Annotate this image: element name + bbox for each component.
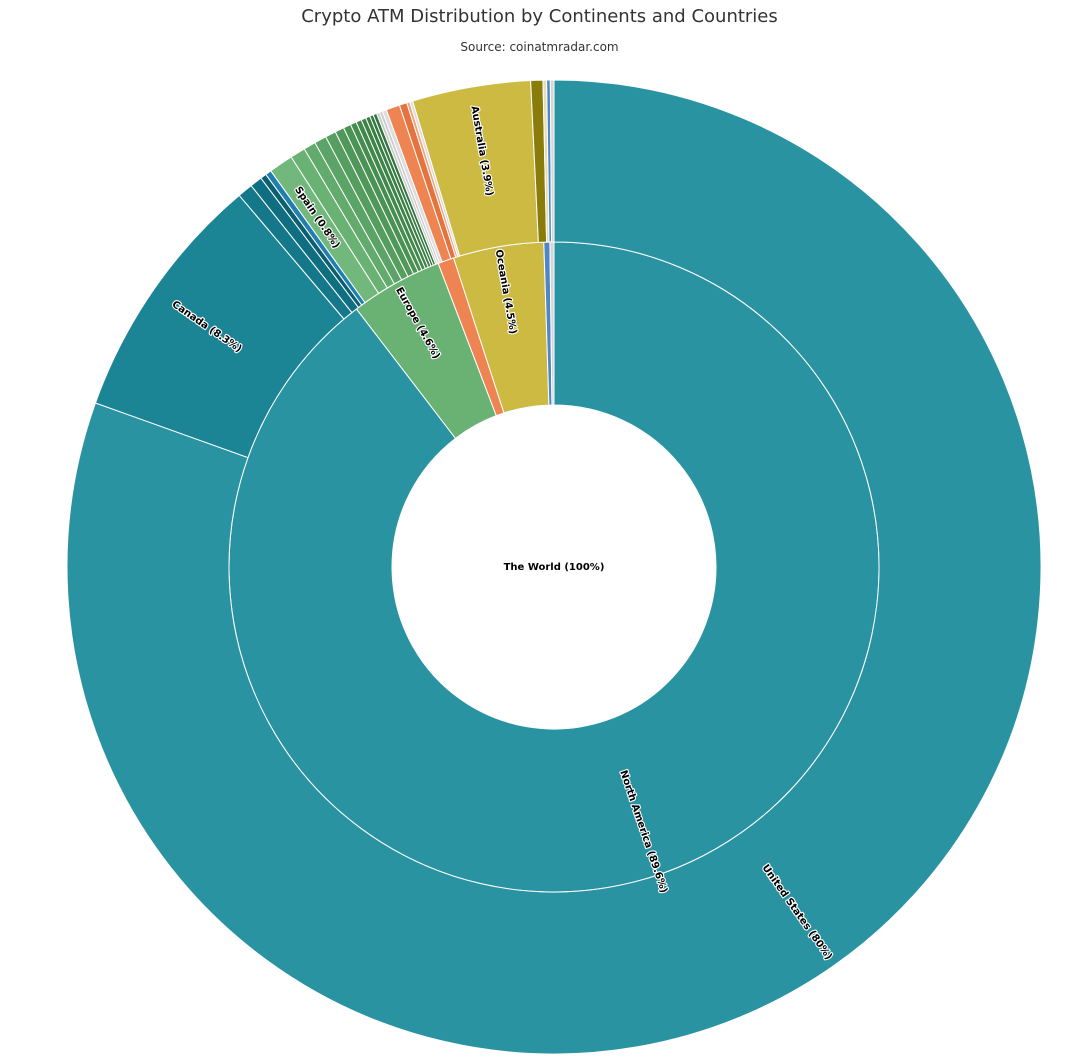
country-slice-united-states[interactable] bbox=[66, 79, 1042, 1055]
country-ring bbox=[66, 79, 1042, 1055]
continent-ring bbox=[228, 241, 880, 893]
country-slice-31[interactable] bbox=[549, 79, 555, 243]
root-label: The World (100%) bbox=[504, 562, 605, 573]
chart-subtitle: Source: coinatmradar.com bbox=[460, 40, 619, 54]
center-ring: The World (100%) bbox=[391, 404, 717, 730]
chart-title: Crypto ATM Distribution by Continents an… bbox=[301, 6, 778, 27]
